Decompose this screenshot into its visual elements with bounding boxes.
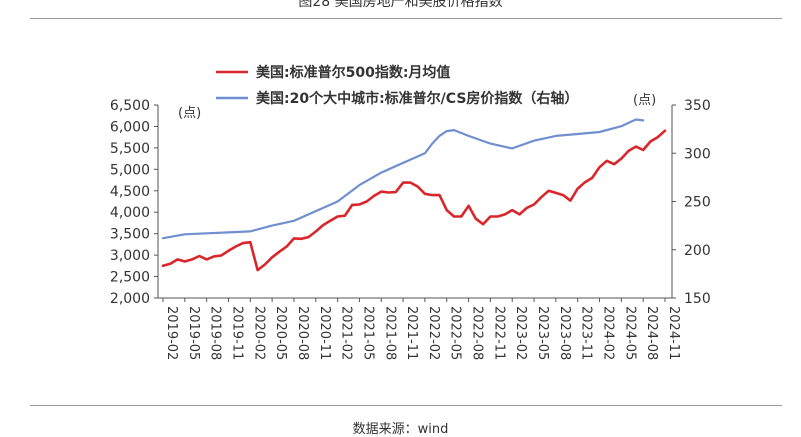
x-tick-label: 2020-05 xyxy=(273,306,288,360)
x-tick-label: 2024-08 xyxy=(644,306,659,360)
x-tick-label: 2021-05 xyxy=(360,306,375,360)
x-tick-label: 2023-08 xyxy=(557,306,572,360)
x-tick-label: 2019-11 xyxy=(229,306,244,360)
x-tick-label: 2020-02 xyxy=(251,306,266,360)
right-tick-label: 250 xyxy=(684,195,711,211)
bottom-rule xyxy=(30,405,782,406)
x-tick-label: 2021-11 xyxy=(404,306,419,360)
left-tick-label: 3,500 xyxy=(110,227,150,243)
x-tick-label: 2020-08 xyxy=(295,306,310,360)
x-axis: 2019-02 2019-05 2019-08 2019-11 2020-02 2020-… xyxy=(158,297,681,360)
x-tick-label: 2023-11 xyxy=(579,306,594,360)
left-axis-unit: (点) xyxy=(178,106,201,121)
legend-label: 美国:标准普尔500指数:月均值 xyxy=(256,64,450,81)
left-tick-label: 5,500 xyxy=(110,141,150,157)
left-tick-label: 2,500 xyxy=(110,270,150,286)
right-axis: 150 200 250 300 350 (点) xyxy=(633,93,711,307)
x-tick-label: 2019-08 xyxy=(208,306,223,360)
left-tick-label: 3,000 xyxy=(110,248,150,264)
x-tick-label: 2022-08 xyxy=(470,306,485,360)
x-tick-label: 2024-11 xyxy=(666,306,681,360)
x-tick-label: 2020-11 xyxy=(317,306,332,360)
top-rule xyxy=(30,18,782,19)
x-tick-label: 2023-05 xyxy=(535,306,550,360)
figure-title: 图28 美国房地产和美股价格指数 xyxy=(298,0,503,10)
x-tick-label: 2024-05 xyxy=(622,306,637,360)
x-tick-label: 2019-05 xyxy=(186,306,201,360)
right-tick-label: 200 xyxy=(684,243,711,259)
case-shiller-line xyxy=(161,118,645,240)
x-tick-label: 2019-02 xyxy=(164,306,179,360)
x-tick-label: 2021-02 xyxy=(339,306,354,360)
x-tick-label: 2021-08 xyxy=(382,306,397,360)
right-tick-label: 350 xyxy=(684,98,711,114)
x-tick-label: 2024-02 xyxy=(601,306,616,360)
data-source-note: 数据来源：wind xyxy=(352,422,449,437)
x-tick-label: 2022-11 xyxy=(491,306,506,360)
right-tick-label: 150 xyxy=(684,291,711,307)
x-tick-label: 2022-05 xyxy=(448,306,463,360)
right-axis-unit: (点) xyxy=(633,93,656,108)
x-tick-label: 2022-02 xyxy=(426,306,441,360)
left-tick-label: 4,500 xyxy=(110,184,150,200)
left-tick-label: 4,000 xyxy=(110,205,150,221)
left-tick-label: 5,000 xyxy=(110,162,150,178)
series-layer xyxy=(161,118,667,272)
left-axis: 2,000 2,500 3,000 3,500 4,000 4,500 5,000 5,500… xyxy=(110,98,201,307)
right-tick-label: 300 xyxy=(684,146,711,162)
legend: 美国:标准普尔500指数:月均值美国:20个大中城市:标准普尔/CS房价指数（右… xyxy=(216,64,578,107)
sp500-line xyxy=(161,129,667,272)
left-tick-label: 2,000 xyxy=(110,291,150,307)
legend-label: 美国:20个大中城市:标准普尔/CS房价指数（右轴） xyxy=(256,90,578,107)
left-tick-label: 6,000 xyxy=(110,119,150,135)
x-tick-label: 2023-02 xyxy=(513,306,528,360)
left-tick-label: 6,500 xyxy=(110,98,150,114)
